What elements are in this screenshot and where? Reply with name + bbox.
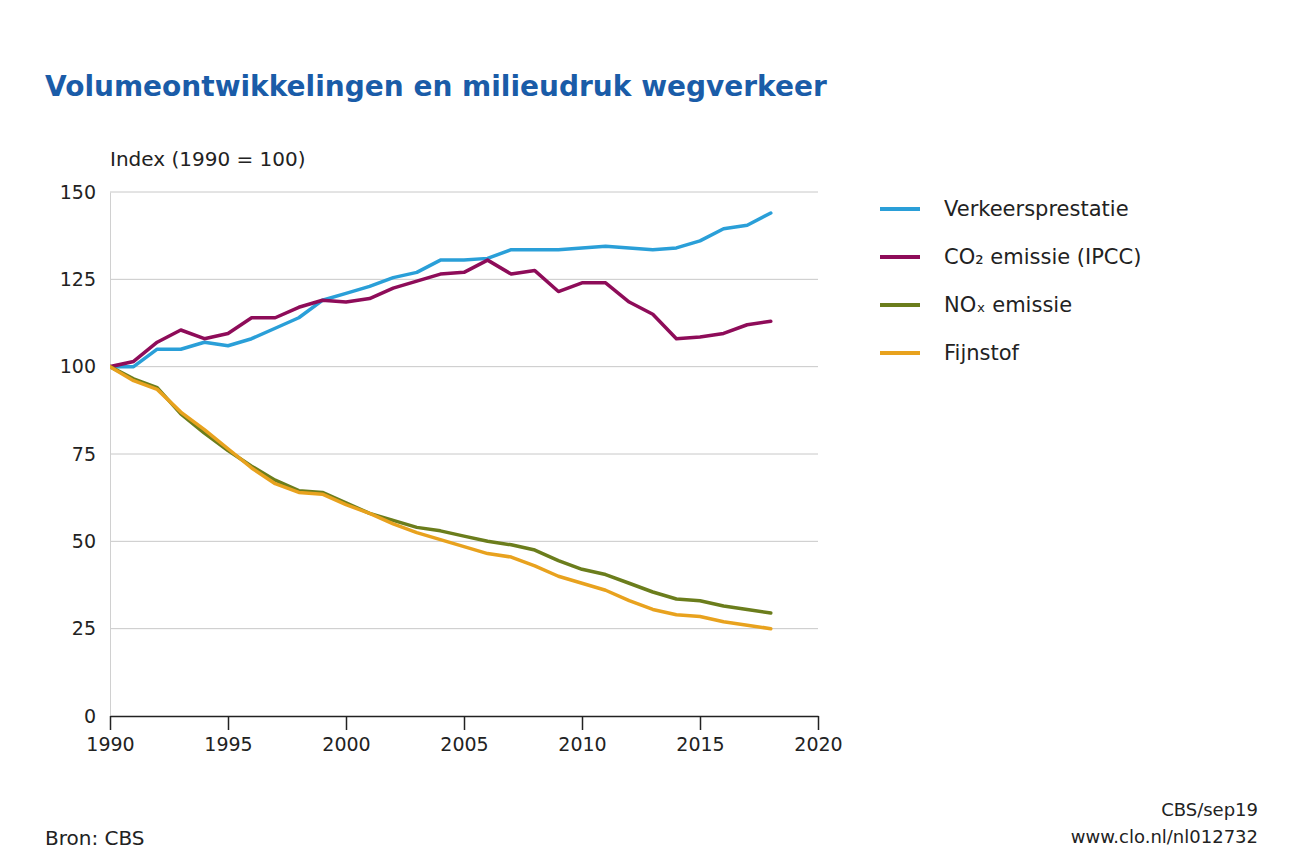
x-tick-mark bbox=[228, 716, 230, 730]
legend: Verkeersprestatie CO₂ emissie (IPCC) NOₓ e… bbox=[880, 197, 1141, 365]
y-tick-label: 100 bbox=[60, 355, 96, 377]
x-axis: 1990 1995 2000 2005 2010 2015 2020 bbox=[86, 716, 842, 755]
x-tick-label: 2020 bbox=[794, 733, 842, 755]
grid-line bbox=[110, 192, 818, 193]
legend-swatch bbox=[880, 351, 920, 355]
grid-line bbox=[110, 279, 818, 280]
y-tick-label: 125 bbox=[60, 268, 96, 290]
source: Bron: CBS bbox=[45, 826, 145, 850]
y-tick: 50 bbox=[72, 530, 110, 552]
x-tick: 1995 bbox=[204, 716, 252, 755]
x-tick: 1990 bbox=[86, 716, 134, 755]
plot-area bbox=[110, 213, 771, 629]
x-tick-mark bbox=[582, 716, 584, 730]
grid-line bbox=[110, 454, 818, 455]
series-line bbox=[110, 367, 771, 613]
x-tick-label: 1990 bbox=[86, 733, 134, 755]
series-line bbox=[110, 260, 771, 367]
x-tick-label: 2015 bbox=[676, 733, 724, 755]
y-tick-label: 75 bbox=[72, 443, 96, 465]
credit: www.clo.nl/nl012732 bbox=[1071, 826, 1258, 847]
x-tick-label: 1995 bbox=[204, 733, 252, 755]
x-tick: 2000 bbox=[322, 716, 370, 755]
title: Volumeontwikkelingen en milieudruk wegve… bbox=[45, 70, 827, 103]
legend-swatch bbox=[880, 207, 920, 211]
x-tick-mark bbox=[818, 716, 820, 730]
x-tick-label: 2005 bbox=[440, 733, 488, 755]
y-tick: 150 bbox=[60, 181, 110, 203]
y-tick: 125 bbox=[60, 268, 110, 290]
y-tick-label: 0 bbox=[84, 705, 96, 727]
y-tick: 75 bbox=[72, 443, 110, 465]
x-tick: 2015 bbox=[676, 716, 724, 755]
legend-label: NOₓ emissie bbox=[944, 293, 1072, 317]
x-tick-mark bbox=[700, 716, 702, 730]
credit: CBS/sep19 bbox=[1161, 799, 1258, 820]
x-tick-mark bbox=[346, 716, 348, 730]
legend-label: Verkeersprestatie bbox=[944, 197, 1129, 221]
y-axis-line bbox=[110, 193, 111, 717]
grid-line bbox=[110, 366, 818, 367]
y-tick-label: 150 bbox=[60, 181, 96, 203]
y-axis-title: Index (1990 = 100) bbox=[110, 147, 306, 171]
legend-swatch bbox=[880, 303, 920, 307]
y-tick-label: 50 bbox=[72, 530, 96, 552]
y-tick: 25 bbox=[72, 617, 110, 639]
legend-label: CO₂ emissie (IPCC) bbox=[944, 245, 1141, 269]
chart: Volumeontwikkelingen en milieudruk wegve… bbox=[0, 0, 1299, 860]
x-tick-label: 2000 bbox=[322, 733, 370, 755]
x-tick: 2020 bbox=[794, 716, 842, 755]
legend-swatch bbox=[880, 255, 920, 259]
y-tick: 100 bbox=[60, 355, 110, 377]
series-line bbox=[110, 367, 771, 629]
y-tick-label: 25 bbox=[72, 617, 96, 639]
y-tick: 0 bbox=[84, 705, 110, 727]
series-line bbox=[110, 213, 771, 367]
x-tick-mark bbox=[464, 716, 466, 730]
grid-line bbox=[110, 628, 818, 629]
grid bbox=[110, 192, 818, 716]
x-tick-label: 2010 bbox=[558, 733, 606, 755]
y-axis: 0 25 50 75 100 125 150 bbox=[60, 181, 111, 727]
x-tick: 2005 bbox=[440, 716, 488, 755]
x-tick: 2010 bbox=[558, 716, 606, 755]
grid-line bbox=[110, 541, 818, 542]
x-tick-mark bbox=[110, 716, 112, 730]
legend-label: Fijnstof bbox=[944, 341, 1020, 365]
